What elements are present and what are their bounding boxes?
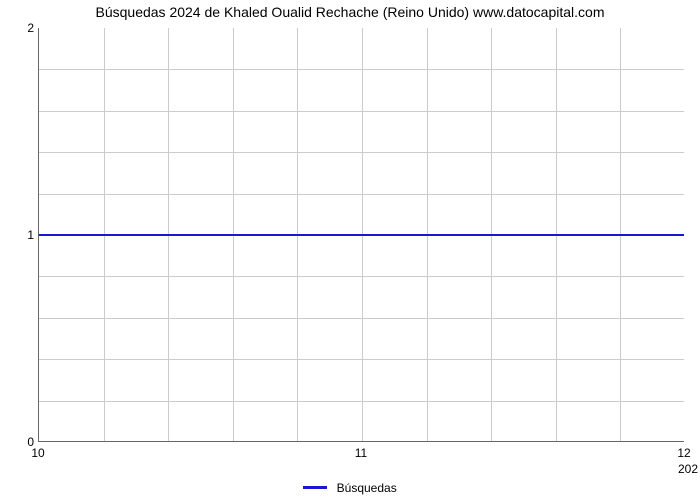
gridline-horizontal [39,152,684,153]
legend: Búsquedas [0,480,700,495]
gridline-horizontal [39,276,684,277]
y-tick-label: 2 [18,21,34,35]
legend-label: Búsquedas [337,481,397,495]
legend-swatch [303,486,327,489]
gridline-horizontal [39,401,684,402]
chart-container: Búsquedas 2024 de Khaled Oualid Rechache… [0,0,700,500]
gridline-horizontal [39,359,684,360]
gridline-horizontal [39,69,684,70]
x-tick-label: 11 [355,446,367,460]
chart-title: Búsquedas 2024 de Khaled Oualid Rechache… [0,4,700,20]
plot-area [38,28,684,442]
x-axis-extra-label: 202 [678,462,698,476]
x-tick-label: 12 [677,446,690,460]
series-line [39,234,684,236]
x-tick-label: 10 [31,446,44,460]
gridline-horizontal [39,194,684,195]
gridline-horizontal [39,318,684,319]
gridline-horizontal [39,111,684,112]
y-tick-label: 1 [18,228,34,242]
